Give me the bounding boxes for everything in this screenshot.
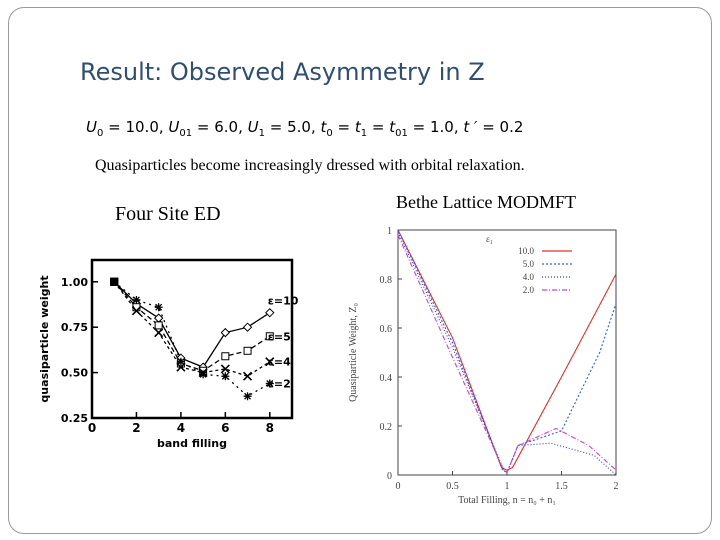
data-point bbox=[199, 370, 208, 379]
x-axis-label: band filling bbox=[157, 437, 227, 450]
data-point bbox=[176, 357, 185, 366]
data-point bbox=[265, 357, 275, 367]
y-tick-label: 1 bbox=[387, 226, 392, 237]
y-tick-label: 0.6 bbox=[380, 324, 393, 335]
legend-label: 2.0 bbox=[523, 285, 535, 295]
series-line bbox=[397, 229, 617, 471]
data-point bbox=[265, 379, 274, 388]
x-tick-label: 1 bbox=[505, 481, 510, 492]
slide-subtitle: Quasiparticles become increasingly dress… bbox=[95, 157, 525, 174]
x-tick-label: 0 bbox=[396, 481, 401, 492]
data-point bbox=[132, 295, 141, 304]
data-point bbox=[265, 307, 275, 318]
legend-label: 5.0 bbox=[523, 259, 535, 269]
data-point bbox=[242, 371, 253, 381]
x-tick-label: 8 bbox=[266, 421, 274, 435]
y-axis-label: quasiparticle weight bbox=[38, 275, 51, 402]
four-site-ed-chart: 0 2 4 6 8 0.25 0.50 0.75 1.00 band filling quasipa… bbox=[38, 258, 299, 450]
series-label: ε=5 bbox=[268, 330, 291, 343]
series-line bbox=[113, 281, 271, 377]
legend-label: 10.0 bbox=[518, 246, 534, 256]
series-line bbox=[397, 232, 617, 476]
legend-label: 4.0 bbox=[523, 272, 535, 282]
data-point bbox=[243, 392, 252, 401]
data-point bbox=[154, 321, 163, 330]
x-tick-label: 4 bbox=[177, 421, 185, 435]
left-figure-label: Four Site ED bbox=[115, 203, 221, 225]
data-point bbox=[242, 322, 253, 332]
data-point bbox=[221, 352, 230, 361]
y-tick-label: 0.4 bbox=[380, 373, 393, 384]
x-tick-label: 1.5 bbox=[555, 481, 568, 492]
x-tick-label: 0 bbox=[88, 421, 96, 435]
x-tick-label: 0.5 bbox=[446, 481, 459, 492]
series-line bbox=[397, 229, 617, 474]
x-tick-label: 2 bbox=[614, 481, 619, 492]
x-axis-label: Total Filling, n = n₀ + n₁ bbox=[458, 495, 556, 506]
y-tick-label: 0.50 bbox=[61, 367, 88, 380]
series-label: ε=4 bbox=[268, 356, 291, 369]
data-point bbox=[110, 277, 119, 286]
y-tick-label: 0.75 bbox=[61, 321, 88, 334]
data-point bbox=[154, 303, 163, 312]
data-point bbox=[220, 364, 230, 374]
plot-frame bbox=[397, 229, 617, 476]
x-tick-label: 6 bbox=[221, 421, 229, 435]
parameter-line: U0 = 10.0, U01 = 6.0, U1 = 5.0, t0 = t1 … bbox=[86, 118, 524, 139]
data-point bbox=[243, 346, 252, 355]
y-axis-label: Quasiparticle Weight, Z₀ bbox=[348, 303, 359, 402]
slide-title: Result: Observed Asymmetry in Z bbox=[80, 58, 485, 86]
data-point bbox=[221, 372, 230, 381]
y-tick-label: 1.00 bbox=[61, 276, 88, 289]
plot-frame bbox=[90, 258, 294, 420]
x-tick-label: 2 bbox=[132, 421, 140, 435]
y-tick-label: 0.25 bbox=[61, 412, 88, 425]
y-tick-label: 0.2 bbox=[380, 422, 393, 433]
bethe-lattice-chart: 0 0.5 1 1.5 2 0 0.2 0.4 0.6 0.8 1 Total Filling, n … bbox=[348, 226, 619, 506]
series-line bbox=[397, 234, 617, 474]
y-tick-label: 0 bbox=[387, 471, 392, 482]
data-point bbox=[154, 328, 164, 338]
y-tick-label: 0.8 bbox=[380, 275, 393, 286]
data-point bbox=[131, 306, 142, 316]
right-figure-label: Bethe Lattice MODMFT bbox=[396, 192, 576, 212]
legend-title: ε₁ bbox=[486, 234, 493, 244]
data-point bbox=[265, 332, 274, 341]
data-point bbox=[220, 327, 231, 338]
series-label: ε=2 bbox=[268, 377, 291, 390]
series-label: ε=10 bbox=[268, 295, 299, 308]
